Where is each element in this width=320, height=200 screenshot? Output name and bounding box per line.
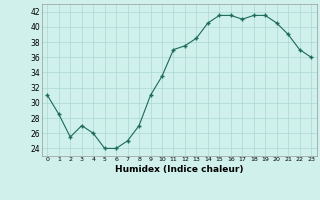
X-axis label: Humidex (Indice chaleur): Humidex (Indice chaleur) bbox=[115, 165, 244, 174]
